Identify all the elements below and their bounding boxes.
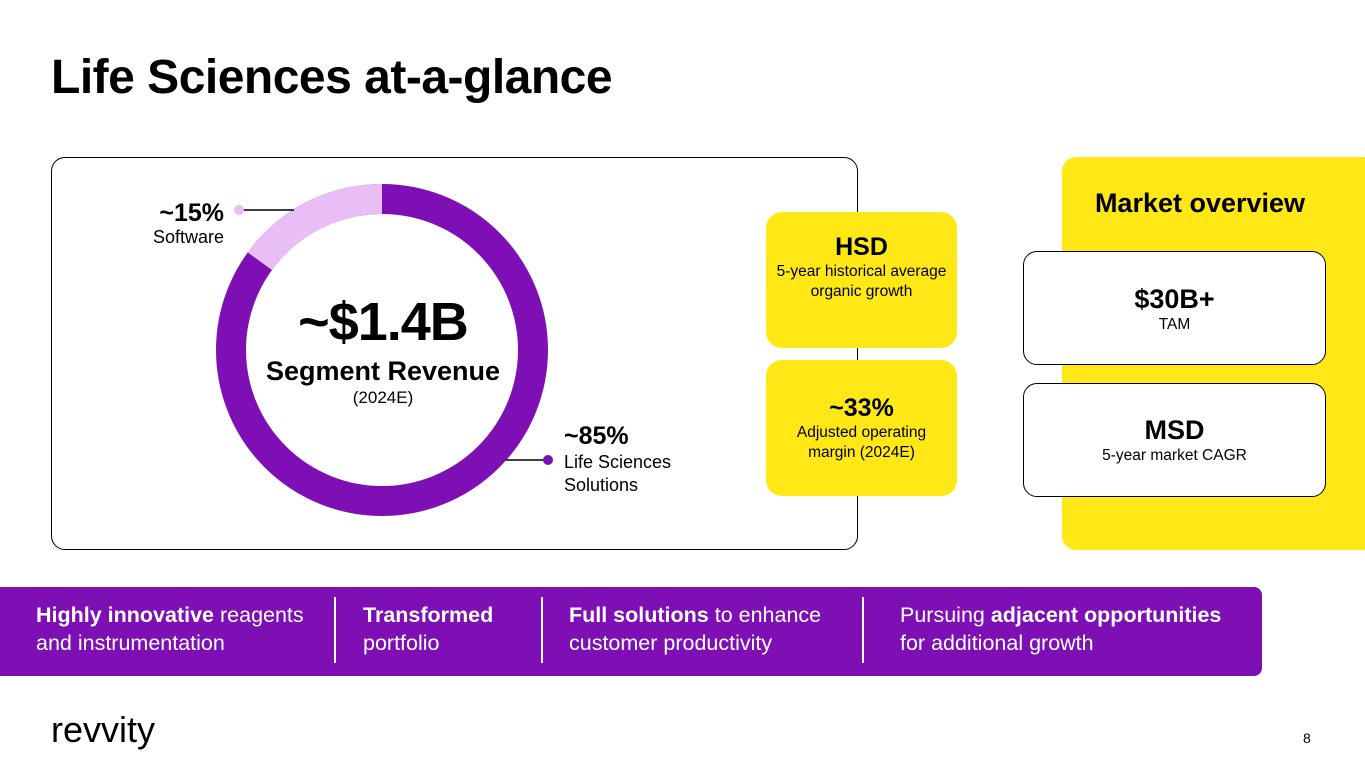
pillar-adjacent-pre: Pursuing <box>900 603 991 627</box>
pillar-innovation-text1: reagents <box>214 603 304 627</box>
revvity-logo-text: revvity <box>51 710 155 750</box>
page-number: 8 <box>1303 730 1311 746</box>
pillar-innovation-text2: and instrumentation <box>36 631 225 655</box>
life-sciences-percent: ~85% <box>564 422 629 450</box>
pillar-innovation: Highly innovative reagents and instrumen… <box>36 601 304 657</box>
kpi-growth-label: 5-year historical average organic growth <box>776 263 947 300</box>
pillar-portfolio: Transformed portfolio <box>363 601 493 657</box>
life-sciences-label-line2: Solutions <box>564 475 639 495</box>
page-title: Life Sciences at-a-glance <box>51 51 613 104</box>
segment-revenue-year: (2024E) <box>352 388 414 407</box>
segment-revenue-summary: ~$1.4B Segment Revenue (2024E) <box>253 290 513 408</box>
kpi-margin-label: Adjusted operating margin (2024E) <box>796 424 927 461</box>
revenue-panel <box>51 157 858 550</box>
revvity-logo: revvity <box>51 710 155 750</box>
pillar-adjacent: Pursuing adjacent opportunities for addi… <box>900 601 1221 657</box>
pillar-solutions-text2: customer productivity <box>569 631 773 655</box>
market-cagr-value: MSD <box>1144 415 1205 445</box>
software-label: Software <box>152 227 224 247</box>
software-marker <box>234 205 244 215</box>
pillar-divider <box>334 597 336 663</box>
market-tam-label: TAM <box>1158 316 1191 333</box>
software-callout: ~15% Software <box>144 198 224 249</box>
kpi-card-growth: HSD 5-year historical average organic gr… <box>766 212 957 348</box>
pillar-portfolio-text2: portfolio <box>363 631 440 655</box>
life-sciences-label-line1: Life Sciences <box>564 452 672 472</box>
market-tam-value: $30B+ <box>1134 284 1215 314</box>
kpi-growth-value: HSD <box>835 233 888 261</box>
kpi-card-margin: ~33% Adjusted operating margin (2024E) <box>766 360 957 496</box>
pillar-adjacent-bold: adjacent opportunities <box>990 603 1222 627</box>
software-percent: ~15% <box>159 199 224 227</box>
pillar-portfolio-bold: Transformed <box>363 603 494 627</box>
kpi-margin-value: ~33% <box>829 394 894 422</box>
segment-revenue-value: ~$1.4B <box>298 292 469 352</box>
pillar-solutions-text1: to enhance <box>708 603 822 627</box>
pillar-solutions: Full solutions to enhance customer produ… <box>569 601 821 657</box>
donut-segment-software <box>247 184 383 271</box>
market-overview-title: Market overview <box>1094 188 1306 218</box>
pillar-divider <box>541 597 543 663</box>
pillar-solutions-bold: Full solutions <box>569 603 709 627</box>
pillar-innovation-bold: Highly innovative <box>36 603 215 627</box>
market-cagr-label: 5-year market CAGR <box>1102 447 1247 464</box>
market-card-cagr: MSD 5-year market CAGR <box>1023 383 1326 497</box>
pillar-adjacent-text2: for additional growth <box>900 631 1094 655</box>
market-card-tam: $30B+ TAM <box>1023 251 1326 365</box>
pillar-divider <box>862 597 864 663</box>
life-sciences-marker <box>543 455 553 465</box>
segment-revenue-label: Segment Revenue <box>265 356 501 386</box>
strategy-pillars-band: Highly innovative reagents and instrumen… <box>0 587 1262 676</box>
life-sciences-callout: ~85% Life Sciences Solutions <box>564 421 671 497</box>
